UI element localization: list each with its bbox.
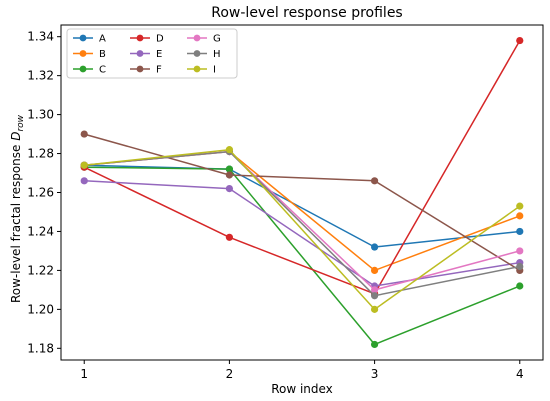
x-tick-label: 2 <box>226 367 234 381</box>
legend-marker-i <box>193 65 201 73</box>
series-line-i <box>84 148 521 311</box>
y-axis-label-subscript: row <box>16 114 26 131</box>
legend-label-g: G <box>213 34 221 45</box>
legend-marker-d <box>136 34 144 42</box>
y-tick-label: 1.20 <box>27 302 54 316</box>
data-point-h <box>370 292 379 300</box>
x-axis-label: Row index <box>271 382 333 396</box>
x-tick-label: 3 <box>371 367 379 381</box>
data-point-d <box>516 36 524 45</box>
y-tick-label: 1.28 <box>27 147 54 161</box>
y-axis-label-main: Row-level fractal response <box>9 141 23 303</box>
data-point-b <box>370 266 379 275</box>
data-point-b <box>516 212 524 220</box>
data-point-i <box>225 146 234 154</box>
legend-marker-h <box>193 50 201 57</box>
legend-marker-b <box>79 50 87 57</box>
legend-marker-e <box>136 50 144 57</box>
x-tick-label: 4 <box>516 367 524 381</box>
data-point-a <box>516 227 524 236</box>
legend-label-d: D <box>156 34 164 45</box>
y-tick-label: 1.30 <box>27 108 54 122</box>
data-point-e <box>80 177 88 185</box>
data-point-f <box>370 177 379 185</box>
series-line-g <box>84 150 520 291</box>
plot-area: 1 2 3 4 1.18 1.20 1.22 1.24 1.26 1.28 1.30 1.32 1.34 <box>27 30 523 381</box>
series-line-f <box>83 133 521 272</box>
legend-marker-a <box>79 34 87 42</box>
data-point-c <box>370 340 379 349</box>
data-point-g <box>370 286 379 294</box>
legend-label-f: F <box>156 65 162 76</box>
legend-label-h: H <box>213 49 221 60</box>
data-point-c <box>225 165 234 173</box>
data-point-f <box>225 171 234 179</box>
y-tick-label: 1.22 <box>27 263 54 277</box>
y-tick-label: 1.34 <box>27 30 54 44</box>
legend-label-a: A <box>99 34 106 45</box>
y-axis-label-symbol: D <box>9 132 23 141</box>
legend: ABC DEF GHI <box>66 28 238 79</box>
legend-marker-f <box>136 65 144 73</box>
legend-label-c: C <box>99 65 106 76</box>
series-line-d <box>83 40 521 295</box>
legend-marker-c <box>79 65 87 73</box>
data-point-a <box>370 243 379 251</box>
legend-frame <box>66 28 238 79</box>
plot-frame <box>60 24 544 361</box>
data-point-h <box>516 262 524 271</box>
data-point-d <box>225 233 234 241</box>
series-line-a <box>84 164 520 248</box>
legend-label-e: E <box>156 49 162 60</box>
y-tick-label: 1.32 <box>27 69 54 83</box>
data-point-g <box>516 247 524 255</box>
series-line-c <box>84 166 521 346</box>
data-point-e <box>225 185 234 193</box>
y-tick-label: 1.24 <box>27 224 54 238</box>
data-point-i <box>516 202 524 210</box>
legend-label-i: I <box>213 65 216 76</box>
y-axis-label: Row-level fractal response Drow <box>9 114 26 303</box>
series-line-h <box>84 150 520 297</box>
x-tick-label: 1 <box>80 367 88 381</box>
data-point-i <box>370 305 379 313</box>
legend-label-b: B <box>99 49 106 60</box>
y-tick-label: 1.18 <box>27 341 54 355</box>
data-point-c <box>516 282 524 290</box>
chart-title: Row-level response profiles <box>211 5 402 21</box>
series-line-e <box>84 180 520 287</box>
legend-marker-g <box>193 34 201 42</box>
y-tick-label: 1.26 <box>27 186 54 200</box>
data-point-f <box>80 130 88 138</box>
data-point-i <box>80 161 88 169</box>
